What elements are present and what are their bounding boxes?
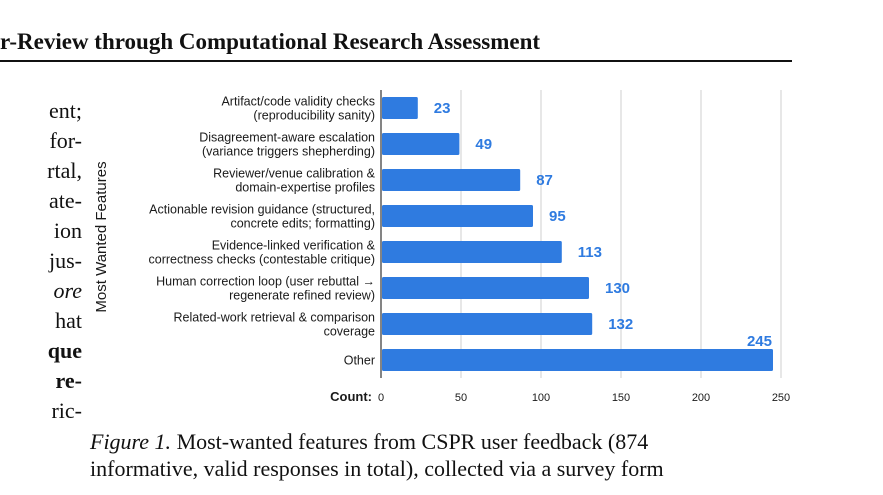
category-label: Artifact/code validity checks (reproducib… <box>221 95 375 123</box>
figure-label: Figure 1. <box>90 429 172 454</box>
category-label: Other <box>344 354 375 368</box>
value-label: 130 <box>605 280 630 297</box>
left-column-line: rtal, <box>47 158 82 183</box>
value-label: 113 <box>578 244 602 261</box>
caption-line-2: informative, valid responses in total), … <box>90 456 664 481</box>
x-tick-label: 250 <box>772 392 790 404</box>
left-column-line: hat <box>55 308 82 333</box>
left-column-line: que <box>47 338 82 363</box>
category-label: Human correction loop (user rebuttal → re… <box>156 275 375 303</box>
category-label: Reviewer/venue calibration & domain-exper… <box>213 167 376 195</box>
category-label: Actionable revision guidance (structured… <box>149 203 375 231</box>
bar <box>382 277 589 299</box>
bar <box>382 205 533 227</box>
x-tick-label: 100 <box>532 392 550 404</box>
x-tick-labels: 0 50 100 150 200 250 <box>378 392 790 404</box>
category-labels: Artifact/code validity checks (reproducib… <box>149 95 376 368</box>
left-column-text: ent; for-rtal, ate-ion jus-ore hat que re-ric- <box>0 96 82 426</box>
x-tick-label: 50 <box>455 392 467 404</box>
x-axis-label: Count: <box>330 389 372 404</box>
chart-bars <box>382 97 773 371</box>
value-label: 245 <box>747 333 772 350</box>
value-label: 87 <box>536 172 553 189</box>
value-label: 49 <box>475 136 492 153</box>
x-tick-label: 150 <box>612 392 630 404</box>
bar <box>382 349 773 371</box>
value-label: 132 <box>608 316 633 333</box>
category-label: Disagreement-aware escalation (variance t… <box>199 131 375 159</box>
value-labels: 23 49 87 95 113 130 132 245 <box>434 100 772 350</box>
bar <box>382 241 562 263</box>
y-axis-label: Most Wanted Features <box>93 161 110 312</box>
running-header: r-Review through Computational Research … <box>0 29 541 54</box>
bar <box>382 133 460 155</box>
figure-caption: Figure 1. Most-wanted features from CSPR… <box>90 428 810 482</box>
left-column-line: ore <box>53 278 82 303</box>
left-column-line: jus- <box>49 248 82 273</box>
value-label: 23 <box>434 100 451 117</box>
value-label: 95 <box>549 208 566 225</box>
bar <box>382 97 418 119</box>
left-column-line: ion <box>53 218 82 243</box>
left-column-line: ate- <box>49 188 82 213</box>
x-tick-label: 0 <box>378 392 384 404</box>
left-column-line: ric- <box>51 398 82 423</box>
category-label: Evidence-linked verification & correctnes… <box>149 239 376 267</box>
left-column-line: re- <box>55 368 82 393</box>
category-label: Related-work retrieval & comparison cover… <box>174 311 376 339</box>
caption-line-1: Most-wanted features from CSPR user feed… <box>171 429 649 454</box>
left-column-line: ent; <box>49 98 82 123</box>
bar-chart: Artifact/code validity checks (reproducib… <box>93 90 790 404</box>
bar <box>382 169 521 191</box>
x-tick-label: 200 <box>692 392 710 404</box>
left-column-line: for- <box>49 128 82 153</box>
bar <box>382 313 593 335</box>
header-rule <box>0 60 792 62</box>
